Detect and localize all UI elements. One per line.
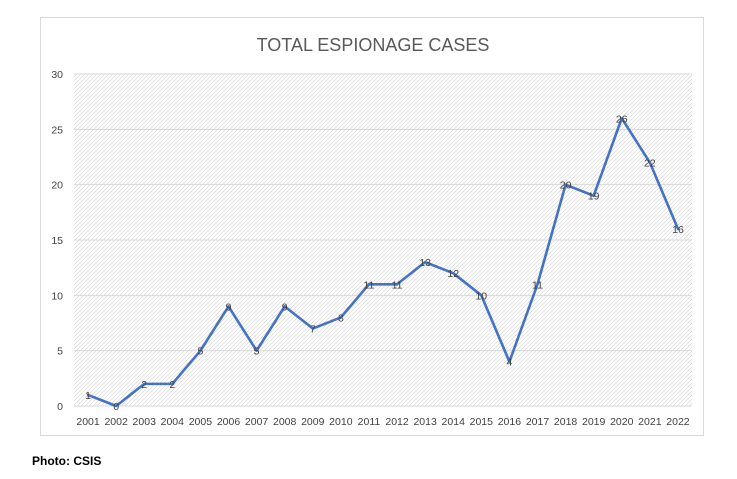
data-label: 7 (310, 324, 316, 336)
x-tick-label: 2017 (526, 416, 550, 428)
data-point (227, 305, 230, 308)
x-tick-label: 2020 (610, 416, 634, 428)
x-tick-label: 2015 (470, 416, 494, 428)
x-tick-label: 2009 (301, 416, 325, 428)
x-tick-label: 2001 (76, 416, 100, 428)
data-label: 0 (113, 401, 119, 413)
x-tick-label: 2011 (358, 416, 381, 428)
y-tick-label: 25 (51, 124, 63, 136)
x-tick-label: 2014 (442, 416, 466, 428)
data-point (395, 283, 399, 286)
data-point (592, 194, 595, 197)
data-label: 12 (447, 268, 459, 280)
data-point (255, 349, 258, 352)
y-tick-label: 10 (51, 290, 63, 302)
y-tick-label: 5 (57, 346, 63, 358)
x-tick-label: 2007 (245, 416, 269, 428)
y-tick-label: 0 (57, 401, 63, 413)
x-tick-label: 2021 (638, 416, 662, 428)
data-label: 9 (282, 301, 288, 313)
x-tick-label: 2019 (582, 416, 606, 428)
data-label: 5 (197, 346, 203, 358)
x-tick-label: 2006 (217, 416, 241, 428)
data-point (367, 283, 371, 286)
x-tick-label: 2018 (554, 416, 578, 428)
data-point (676, 227, 680, 231)
data-point (339, 316, 343, 319)
y-tick-label: 30 (51, 69, 63, 81)
x-tick-label: 2004 (161, 416, 185, 428)
x-tick-label: 2005 (189, 416, 213, 428)
y-tick-label: 20 (51, 180, 63, 192)
x-tick-label: 2003 (133, 416, 157, 428)
x-tick-label: 2012 (385, 416, 409, 428)
data-point (423, 260, 427, 264)
data-point (171, 382, 174, 386)
data-label: 11 (392, 279, 403, 291)
data-point (311, 327, 314, 330)
x-tick-label: 2002 (104, 416, 128, 428)
data-label: 10 (475, 290, 487, 302)
chart-title: TOTAL ESPIONAGE CASES (257, 35, 490, 55)
data-label: 13 (419, 257, 431, 269)
x-tick-label: 2016 (498, 416, 522, 428)
data-point (199, 349, 202, 352)
data-point (114, 404, 118, 408)
data-label: 1 (85, 390, 91, 402)
x-tick-label: 2013 (413, 416, 437, 428)
data-point (648, 161, 652, 164)
y-tick-label: 15 (51, 235, 63, 247)
chart-frame: TOTAL ESPIONAGE CASES 0 5 10 15 20 25 30 2001 2… (40, 17, 704, 436)
data-point (86, 393, 90, 397)
data-point (564, 183, 567, 186)
data-point (143, 382, 146, 386)
data-point (508, 360, 511, 363)
data-label: 20 (560, 180, 572, 192)
data-label: 5 (254, 346, 260, 358)
data-label: 8 (338, 312, 344, 324)
photo-credit: Photo: CSIS (32, 454, 102, 468)
data-point (536, 283, 539, 286)
x-tick-label: 2008 (273, 416, 297, 428)
data-point (480, 294, 483, 297)
series-line (86, 116, 680, 408)
data-label: 19 (588, 191, 600, 203)
data-label: 11 (532, 279, 543, 291)
x-tick-label: 2010 (329, 416, 353, 428)
data-point (452, 272, 455, 275)
data-point (620, 117, 623, 120)
data-label: 2 (141, 379, 147, 391)
data-label: 26 (616, 113, 628, 125)
data-label: 22 (644, 158, 656, 170)
data-label: 2 (169, 379, 175, 391)
data-point (283, 305, 286, 308)
x-tick-label: 2022 (666, 416, 690, 428)
data-label: 4 (506, 357, 512, 369)
data-label: 11 (364, 279, 375, 291)
data-label: 16 (672, 224, 684, 236)
data-label: 9 (226, 301, 232, 313)
